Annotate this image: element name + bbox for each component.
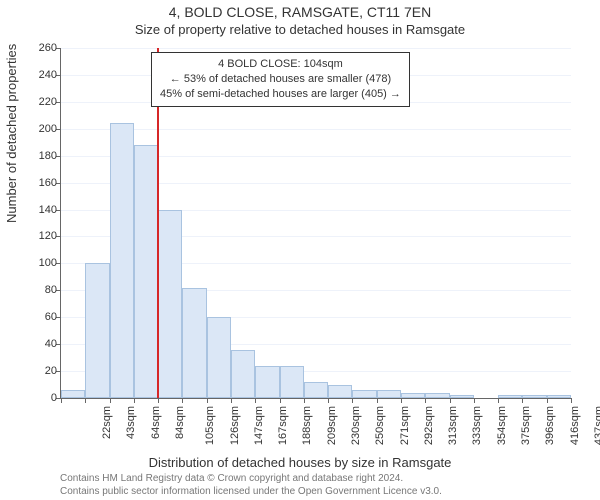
- x-tick-mark: [255, 398, 256, 403]
- y-tick-label: 220: [17, 96, 57, 108]
- histogram-bar: [134, 145, 158, 398]
- histogram-bar: [328, 385, 352, 398]
- x-tick-mark: [498, 398, 499, 403]
- x-tick-mark: [547, 398, 548, 403]
- annotation-line-2: ← 53% of detached houses are smaller (47…: [160, 72, 401, 87]
- x-tick-label: 375sqm: [520, 406, 532, 445]
- histogram-bar: [304, 382, 328, 398]
- histogram-bar: [85, 263, 109, 398]
- footer-line-1: Contains HM Land Registry data © Crown c…: [60, 472, 442, 485]
- x-tick-label: 147sqm: [253, 406, 265, 445]
- y-tick-label: 240: [17, 69, 57, 81]
- y-tick-label: 40: [17, 338, 57, 350]
- x-tick-mark: [425, 398, 426, 403]
- x-tick-label: 354sqm: [496, 406, 508, 445]
- y-tick-label: 260: [17, 42, 57, 54]
- histogram-bar: [158, 210, 182, 398]
- histogram-bar: [522, 395, 546, 398]
- x-tick-label: 292sqm: [423, 406, 435, 445]
- chart-footer: Contains HM Land Registry data © Crown c…: [60, 472, 442, 498]
- y-tick-label: 20: [17, 365, 57, 377]
- annotation-box: 4 BOLD CLOSE: 104sqm ← 53% of detached h…: [151, 52, 410, 107]
- histogram-bar: [425, 393, 449, 398]
- y-tick-label: 80: [17, 284, 57, 296]
- x-tick-mark: [352, 398, 353, 403]
- x-axis-label: Distribution of detached houses by size …: [0, 455, 600, 470]
- y-tick-label: 180: [17, 150, 57, 162]
- y-tick-label: 160: [17, 177, 57, 189]
- histogram-bar: [401, 393, 425, 398]
- x-tick-mark: [110, 398, 111, 403]
- x-tick-label: 105sqm: [204, 406, 216, 445]
- histogram-bar: [450, 395, 474, 398]
- x-tick-mark: [401, 398, 402, 403]
- x-tick-label: 84sqm: [174, 406, 186, 439]
- x-tick-label: 126sqm: [229, 406, 241, 445]
- x-tick-label: 271sqm: [399, 406, 411, 445]
- footer-line-2: Contains public sector information licen…: [60, 485, 442, 498]
- histogram-bar: [61, 390, 85, 398]
- x-tick-label: 22sqm: [101, 406, 113, 439]
- x-tick-label: 167sqm: [277, 406, 289, 445]
- gridline: [61, 129, 571, 130]
- annotation-line-3: 45% of semi-detached houses are larger (…: [160, 87, 401, 102]
- y-tick-label: 100: [17, 257, 57, 269]
- x-tick-mark: [571, 398, 572, 403]
- x-tick-mark: [182, 398, 183, 403]
- x-tick-mark: [522, 398, 523, 403]
- x-tick-mark: [328, 398, 329, 403]
- x-tick-mark: [207, 398, 208, 403]
- x-tick-mark: [231, 398, 232, 403]
- y-tick-label: 120: [17, 230, 57, 242]
- x-tick-mark: [280, 398, 281, 403]
- x-tick-label: 313sqm: [447, 406, 459, 445]
- x-tick-label: 230sqm: [350, 406, 362, 445]
- histogram-bar: [182, 288, 206, 398]
- x-tick-label: 209sqm: [326, 406, 338, 445]
- x-tick-mark: [134, 398, 135, 403]
- chart-title-address: 4, BOLD CLOSE, RAMSGATE, CT11 7EN: [0, 4, 600, 20]
- histogram-bar: [352, 390, 376, 398]
- y-tick-label: 60: [17, 311, 57, 323]
- plot-area: 4 BOLD CLOSE: 104sqm ← 53% of detached h…: [60, 48, 571, 399]
- histogram-bar: [110, 123, 134, 398]
- x-tick-label: 188sqm: [302, 406, 314, 445]
- property-size-chart: 4, BOLD CLOSE, RAMSGATE, CT11 7EN Size o…: [0, 0, 600, 500]
- histogram-bar: [207, 317, 231, 398]
- y-tick-label: 0: [17, 392, 57, 404]
- gridline: [61, 48, 571, 49]
- x-tick-label: 250sqm: [374, 406, 386, 445]
- histogram-bar: [498, 395, 522, 398]
- x-tick-mark: [450, 398, 451, 403]
- x-tick-mark: [377, 398, 378, 403]
- x-tick-mark: [474, 398, 475, 403]
- x-tick-mark: [158, 398, 159, 403]
- y-tick-label: 200: [17, 123, 57, 135]
- histogram-bar: [547, 395, 571, 398]
- histogram-bar: [255, 366, 279, 398]
- chart-subtitle: Size of property relative to detached ho…: [0, 22, 600, 37]
- x-tick-label: 64sqm: [150, 406, 162, 439]
- histogram-bar: [280, 366, 304, 398]
- x-tick-mark: [304, 398, 305, 403]
- x-tick-label: 437sqm: [593, 406, 600, 445]
- x-tick-label: 396sqm: [544, 406, 556, 445]
- y-tick-label: 140: [17, 204, 57, 216]
- x-tick-label: 333sqm: [472, 406, 484, 445]
- histogram-bar: [377, 390, 401, 398]
- x-tick-label: 416sqm: [569, 406, 581, 445]
- x-tick-mark: [61, 398, 62, 403]
- histogram-bar: [231, 350, 255, 398]
- annotation-line-1: 4 BOLD CLOSE: 104sqm: [160, 57, 401, 72]
- x-tick-mark: [85, 398, 86, 403]
- x-tick-label: 43sqm: [125, 406, 137, 439]
